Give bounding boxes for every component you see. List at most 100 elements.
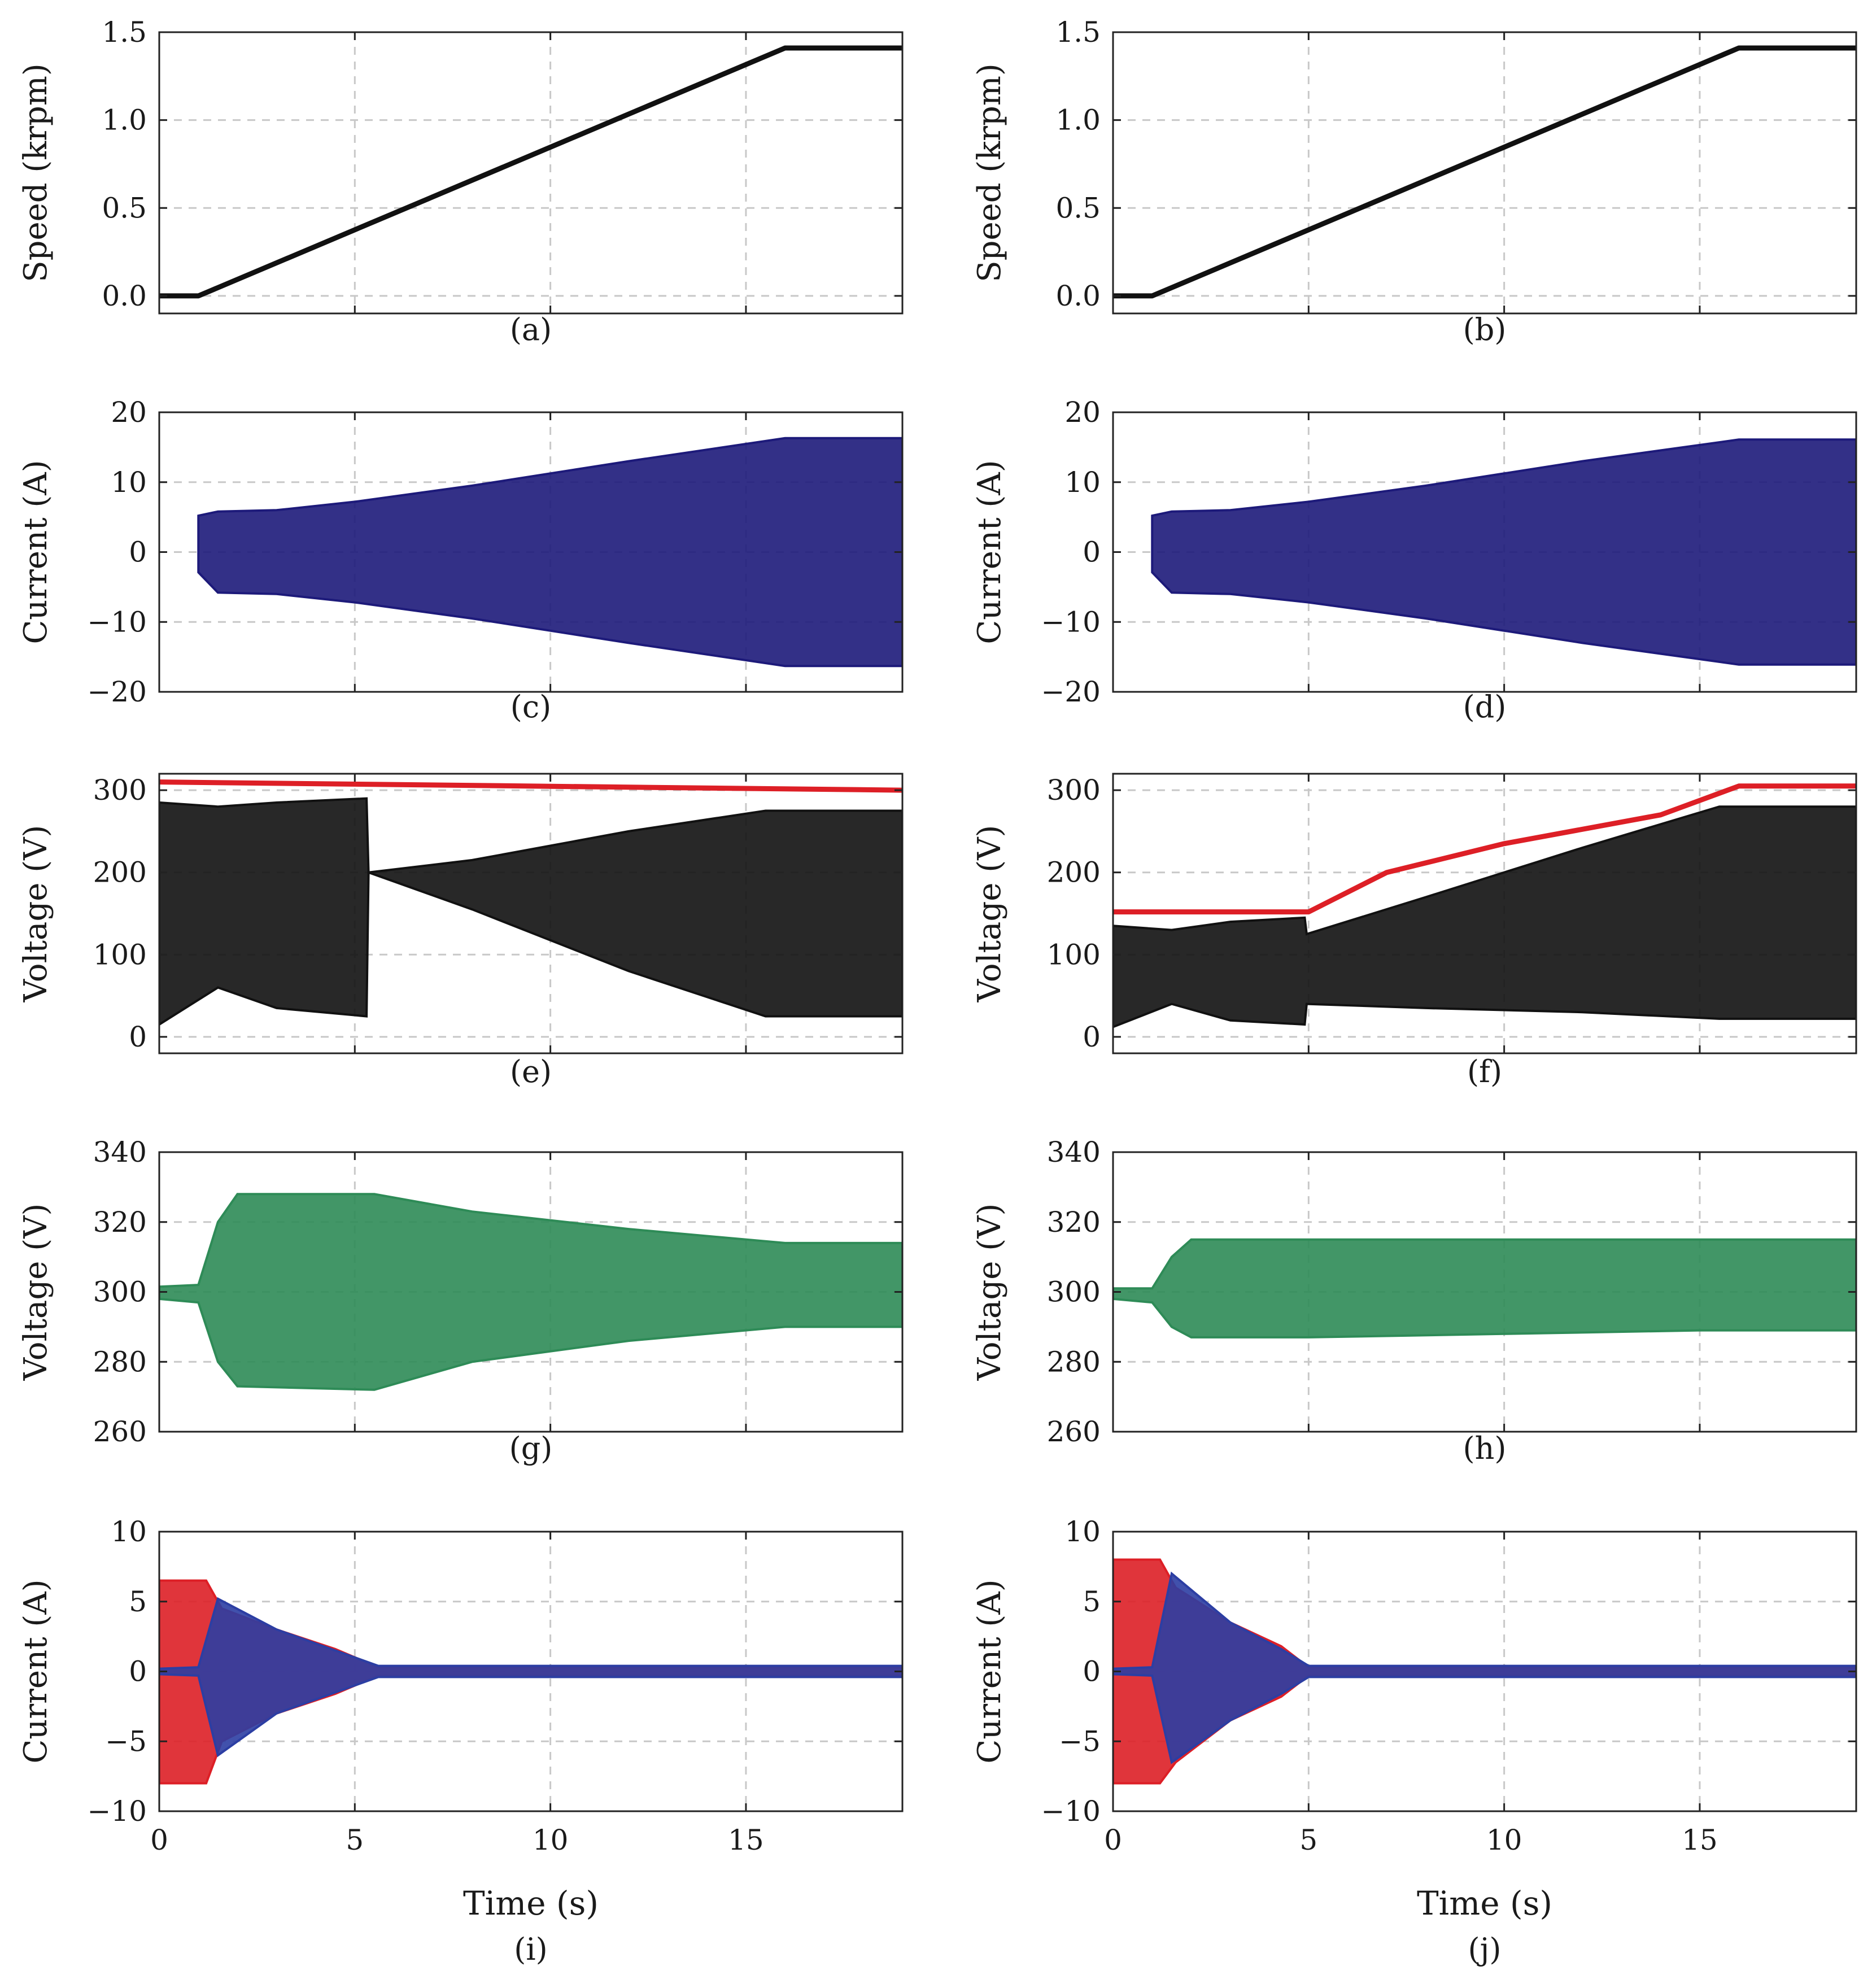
y-tick-label: 0.0 — [1055, 280, 1101, 312]
series-envelope-d-0 — [1151, 438, 1856, 666]
y-tick-label: 100 — [93, 938, 147, 971]
panel-caption: (f) — [1467, 1054, 1502, 1089]
y-tick-label: 0 — [129, 536, 147, 569]
x-axis-label: Time (s) — [463, 1884, 599, 1922]
y-tick-label: 260 — [1047, 1415, 1101, 1448]
y-tick-label: 300 — [1047, 774, 1101, 806]
y-tick-label: 10 — [111, 1515, 147, 1548]
y-tick-label: 0 — [129, 1655, 147, 1688]
panel-c: −20 −10 0 10 20 Current (A) (c) — [18, 396, 904, 725]
data-layer — [159, 45, 902, 299]
panel-caption: (i) — [514, 1932, 547, 1967]
data-layer — [1113, 783, 1856, 1028]
x-tick-label: 0 — [150, 1824, 168, 1856]
panel-caption: (g) — [509, 1431, 553, 1466]
series-line-a-0 — [159, 45, 902, 299]
x-axis-label: Time (s) — [1417, 1884, 1552, 1922]
y-tick-label: 10 — [1064, 466, 1101, 499]
y-tick-label: 200 — [1047, 856, 1101, 889]
y-tick-label: 0 — [1083, 1655, 1101, 1688]
y-tick-label: 5 — [1083, 1585, 1101, 1618]
series-envelope-e-1 — [159, 797, 902, 1026]
y-tick-label: 280 — [1047, 1345, 1101, 1378]
x-tick-label: 5 — [346, 1824, 364, 1856]
y-tick-label: 0 — [129, 1021, 147, 1053]
y-axis-label: Speed (krpm) — [971, 63, 1008, 282]
y-tick-label: 1.0 — [1055, 104, 1101, 137]
y-axis-label: Voltage (V) — [971, 825, 1008, 1003]
panel-caption: (j) — [1468, 1932, 1502, 1967]
x-tick-label: 10 — [533, 1824, 569, 1856]
y-tick-label: 320 — [93, 1206, 147, 1239]
series-line-f-0 — [1113, 783, 1856, 915]
y-axis-label: Current (A) — [971, 1579, 1008, 1763]
x-tick-label: 10 — [1486, 1824, 1522, 1856]
y-tick-label: 20 — [111, 396, 147, 429]
x-tick-label: 15 — [728, 1824, 764, 1856]
y-tick-label: 300 — [93, 1276, 147, 1309]
y-tick-label: −10 — [1041, 1795, 1101, 1828]
y-tick-label: 10 — [111, 466, 147, 499]
panel-caption: (h) — [1463, 1431, 1507, 1466]
panel-h: 260 280 300 320 340 Voltage (V) (h) — [971, 1136, 1857, 1466]
y-tick-label: 300 — [1047, 1276, 1101, 1309]
panel-f: 0 100 200 300 Voltage (V) (f) — [971, 773, 1857, 1089]
y-axis-label: Current (A) — [971, 460, 1008, 644]
data-layer — [159, 1579, 902, 1785]
series-line-e-0 — [159, 779, 902, 793]
y-tick-label: 0.0 — [102, 280, 147, 312]
panel-caption: (d) — [1463, 689, 1507, 725]
y-tick-label: 0 — [1083, 1021, 1101, 1053]
panel-b: 0.0 0.5 1.0 1.5 Speed (krpm) (b) — [971, 16, 1857, 347]
x-tick-label: 15 — [1682, 1824, 1718, 1856]
y-tick-label: 1.0 — [102, 104, 147, 137]
y-axis-label: Voltage (V) — [18, 825, 54, 1003]
panel-caption: (c) — [510, 689, 551, 725]
y-tick-label: 0.5 — [102, 191, 147, 224]
data-layer — [197, 437, 902, 668]
series-envelope-g-0 — [159, 1193, 902, 1391]
y-tick-label: 100 — [1047, 938, 1101, 971]
series-envelope-h-0 — [1113, 1238, 1856, 1339]
y-tick-label: −20 — [87, 675, 147, 708]
data-layer — [1151, 438, 1856, 666]
y-tick-label: 0 — [1083, 536, 1101, 569]
y-tick-label: 20 — [1064, 396, 1101, 429]
y-tick-label: 280 — [93, 1345, 147, 1378]
plot-frame — [1112, 773, 1857, 1054]
y-tick-label: −5 — [1059, 1725, 1101, 1758]
panel-a: 0.0 0.5 1.0 1.5 Speed (krpm) (a) — [18, 16, 904, 347]
y-tick-label: 0.5 — [1055, 191, 1101, 224]
panel-j: −10 −5 0 5 10 0 5 10 15 Current (A) Time (s) (j) — [971, 1515, 1857, 1967]
plot-frame — [158, 773, 904, 1054]
panel-caption: (b) — [1463, 312, 1507, 347]
y-tick-label: −10 — [87, 605, 147, 638]
x-tick-label: 0 — [1104, 1824, 1122, 1856]
y-axis-label: Voltage (V) — [971, 1204, 1008, 1381]
series-envelope-c-0 — [197, 437, 902, 668]
data-layer — [159, 1193, 902, 1391]
y-tick-label: −10 — [1041, 605, 1101, 638]
y-tick-label: 260 — [93, 1415, 147, 1448]
series-line-b-0 — [1113, 45, 1856, 299]
y-tick-label: 200 — [93, 856, 147, 889]
y-tick-label: 300 — [93, 774, 147, 806]
y-tick-label: −5 — [105, 1725, 147, 1758]
plot-frame — [158, 31, 904, 315]
y-tick-label: 1.5 — [1055, 16, 1101, 49]
data-layer — [159, 779, 902, 1026]
series-envelope-i-1 — [159, 1597, 902, 1758]
panel-i: −10 −5 0 5 10 0 5 10 15 Current (A) Time (s) (i) — [18, 1515, 904, 1967]
y-axis-label: Current (A) — [18, 1579, 54, 1763]
y-tick-label: 320 — [1047, 1206, 1101, 1239]
y-tick-label: 1.5 — [102, 16, 147, 49]
y-tick-label: 340 — [93, 1136, 147, 1169]
y-tick-label: 10 — [1064, 1515, 1101, 1548]
y-axis-label: Current (A) — [18, 460, 54, 644]
data-layer — [1113, 1238, 1856, 1339]
series-envelope-f-1 — [1113, 805, 1856, 1028]
y-tick-label: 340 — [1047, 1136, 1101, 1169]
data-layer — [1113, 45, 1856, 299]
y-axis-label: Speed (krpm) — [18, 63, 54, 282]
